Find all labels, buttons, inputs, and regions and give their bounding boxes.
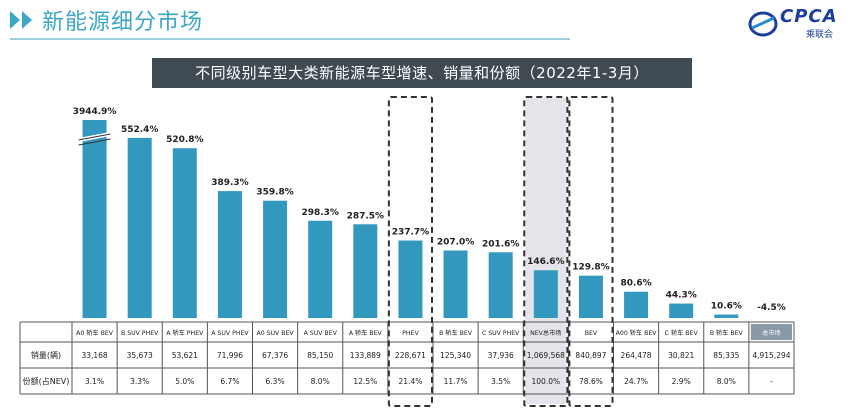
highlight-column-box: [568, 96, 614, 407]
bar-value-label: 201.6%: [482, 239, 520, 249]
table-header-cell: A0 SUV BEV: [256, 330, 294, 337]
table-header-cell: 总市场: [762, 329, 781, 337]
bar-value-label: 207.0%: [437, 238, 475, 248]
table-sales-cell: 33,168: [81, 351, 107, 360]
table-sales-cell: 133,889: [350, 351, 381, 360]
bar-value-label: 10.6%: [711, 302, 742, 312]
table-header-cell: A00 轿车 BEV: [616, 329, 658, 337]
bar: [172, 148, 197, 318]
table-share-cell: 8.0%: [717, 377, 736, 386]
row-label-share: 份额(占NEV): [23, 376, 70, 386]
axis-break-mark: [78, 133, 111, 141]
table-sales-cell: 840,897: [575, 351, 606, 360]
table-sales-cell: 67,376: [262, 351, 288, 360]
table-header-cell: B 轿车 BEV: [710, 329, 744, 337]
table-header-cell: A SUV PHEV: [211, 330, 249, 337]
table-sales-cell: 1,069,568: [527, 351, 565, 360]
table-share-cell: 3.5%: [491, 377, 510, 386]
cpca-logo: CPCA 乘联会: [748, 6, 844, 40]
table-header-cell: BEV: [585, 330, 598, 337]
table-sales-cell: 30,821: [668, 351, 694, 360]
table-share-cell: 8.0%: [311, 377, 330, 386]
bar-value-label: 80.6%: [620, 279, 651, 289]
chart-title: 不同级别车型大类新能源车型增速、销量和份额（2022年1-3月）: [152, 58, 692, 88]
bar-value-label: 389.3%: [211, 178, 249, 188]
bar-value-label: 3944.9%: [73, 107, 117, 117]
chevron-right-icon: [10, 11, 20, 29]
bar-value-label: -4.5%: [757, 303, 786, 313]
table-share-cell: -: [770, 377, 773, 386]
table-share-cell: 6.3%: [266, 377, 285, 386]
table-header-cell: A0 轿车 BEV: [76, 329, 114, 337]
highlight-column-box: [387, 96, 433, 407]
table-share-cell: 3.1%: [85, 377, 104, 386]
table-header-cell: A 轿车 PHEV: [166, 329, 204, 337]
row-label-sales: 销量(辆): [31, 350, 61, 360]
title-bar: 新能源细分市场: [10, 6, 204, 35]
bar: [263, 200, 288, 318]
logo-text: CPCA: [780, 6, 838, 27]
total-market-cell: [750, 324, 792, 340]
table-share-cell: 11.7%: [444, 377, 468, 386]
table-header-cell: C SUV PHEV: [482, 330, 520, 337]
table-sales-cell: 125,340: [440, 351, 471, 360]
bar-value-label: 129.8%: [572, 263, 610, 273]
table-sales-cell: 35,673: [127, 351, 153, 360]
bar-value-label: 359.8%: [256, 188, 294, 198]
bar: [217, 191, 242, 318]
table-sales-cell: 264,478: [621, 351, 652, 360]
table-sales-cell: 228,671: [395, 351, 426, 360]
table-share-cell: 3.3%: [130, 377, 149, 386]
bar: [127, 137, 152, 318]
table-header-cell: C 轿车 BEV: [665, 329, 699, 337]
table-share-cell: 12.5%: [353, 377, 377, 386]
highlight-column-bg: [525, 98, 567, 404]
table-header-cell: NEV总市场: [530, 329, 561, 337]
table-share-cell: 5.0%: [175, 377, 194, 386]
bar-value-label: 298.3%: [301, 208, 339, 218]
table-sales-cell: 37,936: [488, 351, 514, 360]
cpca-emblem-icon: [748, 11, 778, 37]
bar: [669, 303, 694, 318]
bar: [533, 270, 558, 318]
table-sales-cell: 4,915,294: [752, 351, 790, 360]
bar: [443, 250, 468, 318]
axis-break-mark: [78, 138, 111, 146]
bar-value-label: 44.3%: [666, 291, 697, 301]
bar: [714, 314, 739, 318]
bar: [398, 240, 423, 318]
table-header-cell: B SUV PHEV: [121, 330, 159, 337]
chevron-right-icon: [22, 11, 32, 29]
table-header-cell: A SUV BEV: [304, 330, 338, 337]
bar: [82, 120, 107, 318]
table-share-cell: 6.7%: [220, 377, 239, 386]
table-sales-cell: 85,150: [307, 351, 333, 360]
bar: [353, 224, 378, 318]
bar: [488, 252, 513, 318]
page-title: 新能源细分市场: [42, 10, 204, 35]
table-header-cell: B 轿车 BEV: [439, 329, 473, 337]
title-underline: [10, 38, 570, 40]
highlight-column-box: [523, 96, 569, 407]
table-share-cell: 100.0%: [532, 377, 561, 386]
bar-value-label: 287.5%: [347, 211, 385, 221]
table-share-cell: 24.7%: [624, 377, 648, 386]
bar-value-label: 237.7%: [392, 228, 430, 238]
table-share-cell: 2.9%: [672, 377, 691, 386]
table-share-cell: 78.6%: [579, 377, 603, 386]
bar-value-label: 552.4%: [121, 125, 159, 135]
bar: [578, 275, 603, 318]
table-sales-cell: 85,335: [713, 351, 739, 360]
bar-value-label: 146.6%: [527, 257, 565, 267]
table-header-cell: A 轿车 BEV: [349, 329, 383, 337]
table-sales-cell: 53,621: [172, 351, 198, 360]
bar: [624, 291, 649, 318]
table-header-cell: PHEV: [402, 330, 419, 337]
table-share-cell: 21.4%: [399, 377, 423, 386]
logo-subtext: 乘联会: [806, 30, 834, 40]
bar: [308, 220, 333, 318]
bar-value-label: 520.8%: [166, 135, 204, 145]
table-sales-cell: 71,996: [217, 351, 243, 360]
